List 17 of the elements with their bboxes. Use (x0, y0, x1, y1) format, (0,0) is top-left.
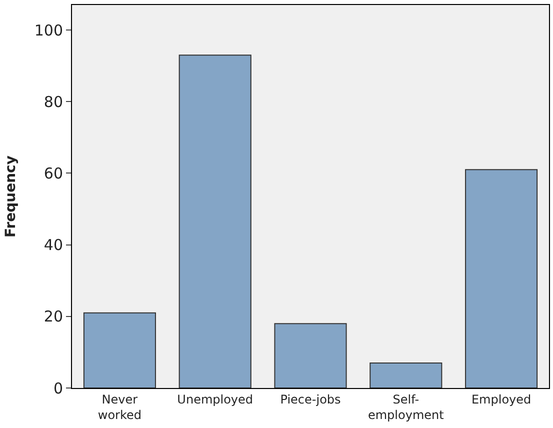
x-tick-label: Unemployed (177, 392, 254, 406)
y-tick-label: 80 (44, 92, 63, 111)
x-tick-label: Never worked (98, 392, 142, 422)
y-tick-label: 40 (44, 236, 63, 254)
y-tick-label: 60 (44, 164, 63, 182)
y-axis-title: Frequency (2, 156, 19, 238)
y-tick-label: 100 (34, 21, 63, 40)
bar (178, 54, 252, 388)
x-tick-label: Employed (471, 392, 532, 406)
bar (465, 169, 538, 388)
x-tick-label: Self- employment (368, 392, 444, 422)
bar (274, 323, 347, 388)
bar (370, 362, 442, 388)
y-tick-label: 0 (53, 379, 63, 398)
x-tick-label: Piece-jobs (280, 392, 341, 406)
y-tick-label: 20 (44, 308, 63, 326)
bar (83, 312, 156, 388)
